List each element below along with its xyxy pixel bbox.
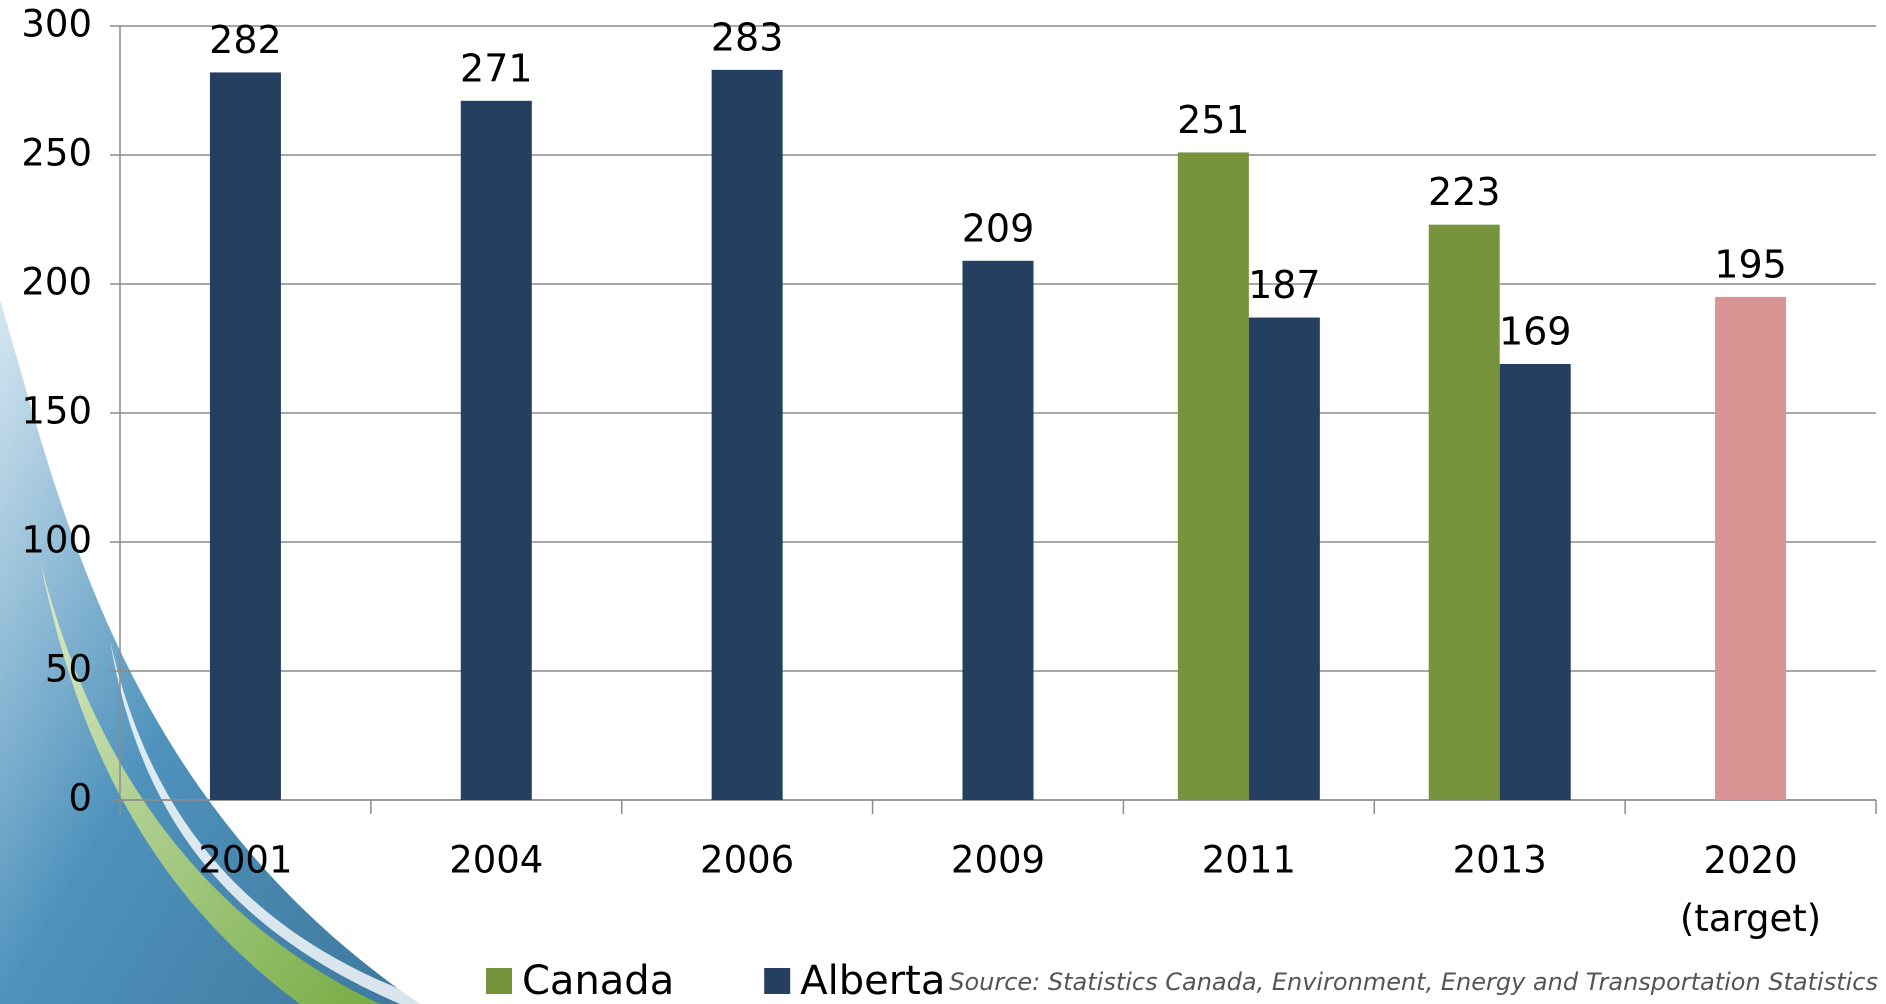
x-tick-label-line: (target) xyxy=(1680,897,1821,940)
x-tick-label: 2020 (target) xyxy=(1680,839,1821,940)
bar xyxy=(1499,363,1571,800)
background-swoosh xyxy=(110,640,440,1004)
y-tick-label: 250 xyxy=(21,132,92,175)
data-label: 271 xyxy=(460,46,533,90)
bar xyxy=(962,260,1034,800)
x-tick-label: 2013 xyxy=(1453,839,1547,882)
bar xyxy=(1177,152,1249,801)
data-label: 251 xyxy=(1177,98,1250,142)
y-tick-label: 150 xyxy=(21,390,92,433)
x-tick-label: 2004 xyxy=(449,839,543,882)
y-tick-label: 300 xyxy=(21,3,92,46)
legend-label: Alberta xyxy=(800,958,945,1004)
source-note: Source: Statistics Canada, Environment, … xyxy=(949,968,1878,996)
data-label: 223 xyxy=(1428,170,1501,214)
data-label: 187 xyxy=(1248,263,1321,307)
bar xyxy=(460,100,532,800)
data-label: 283 xyxy=(711,15,784,59)
data-label: 209 xyxy=(962,206,1035,250)
background-swoosh xyxy=(40,560,380,1004)
data-label: 282 xyxy=(209,18,282,62)
y-tick-label: 0 xyxy=(68,777,92,820)
data-label: 169 xyxy=(1499,309,1572,353)
legend-swatch xyxy=(486,968,512,994)
bar xyxy=(209,72,281,800)
x-tick-label: 2011 xyxy=(1202,839,1296,882)
y-tick-label: 200 xyxy=(21,261,92,304)
x-tick-label: 2001 xyxy=(198,839,292,882)
x-tick-label: 2009 xyxy=(951,839,1045,882)
bar xyxy=(1248,317,1320,800)
bar xyxy=(1428,224,1500,800)
bar xyxy=(711,69,783,801)
data-label: 195 xyxy=(1714,242,1787,286)
x-tick-label: 2006 xyxy=(700,839,794,882)
background-swoosh xyxy=(0,300,420,1004)
bar xyxy=(1715,296,1787,800)
y-tick-label: 100 xyxy=(21,519,92,562)
y-tick-label: 50 xyxy=(45,648,92,691)
legend-swatch xyxy=(764,968,791,994)
x-tick-label-line: 2020 xyxy=(1703,839,1797,882)
legend-label: Canada xyxy=(522,958,674,1004)
